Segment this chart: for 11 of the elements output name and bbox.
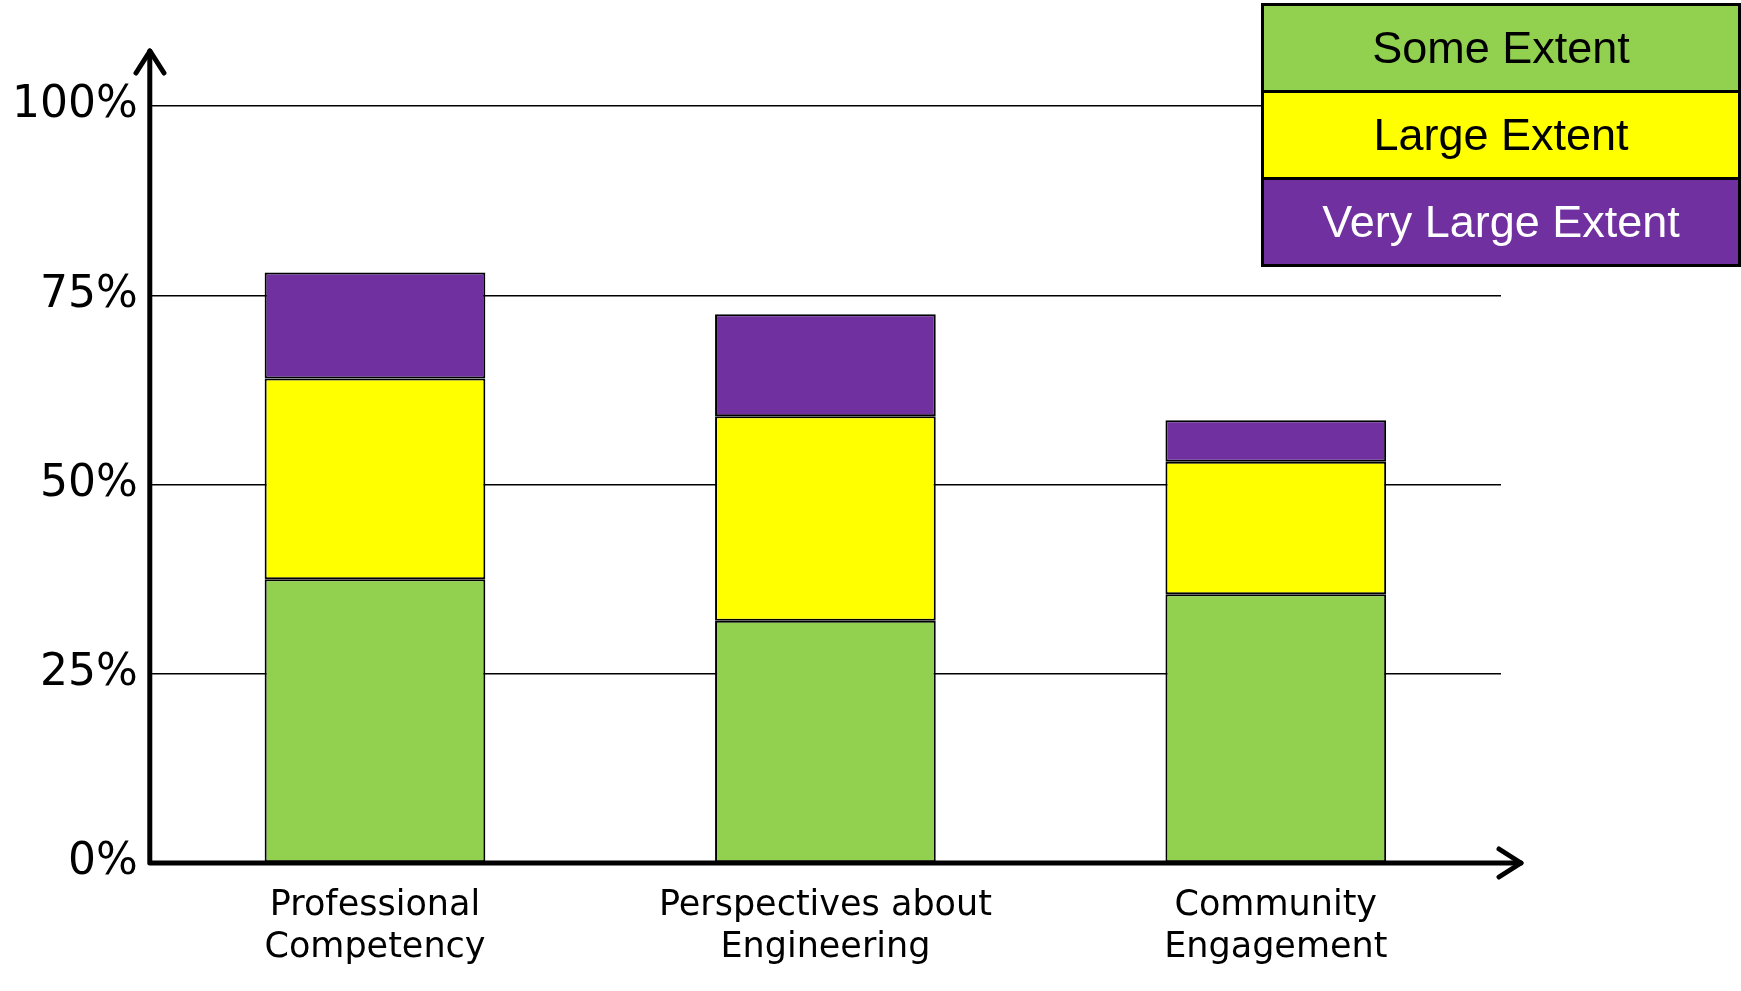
x-tick-label: Community Engagement [1164, 883, 1388, 966]
x-tick-label: Perspectives about Engineering [658, 883, 992, 966]
y-tick-label: 50% [39, 454, 138, 506]
text: Large Extent [1373, 109, 1629, 160]
y-tick-label: 0% [67, 833, 138, 885]
text: Some Extent [1372, 22, 1630, 73]
text: Very Large Extent [1322, 196, 1680, 247]
y-tick-label: 25% [39, 644, 138, 696]
y-tick-label: 75% [39, 265, 138, 317]
x-tick-label: Professional Competency [264, 883, 486, 966]
y-tick-label: 100% [11, 76, 138, 128]
